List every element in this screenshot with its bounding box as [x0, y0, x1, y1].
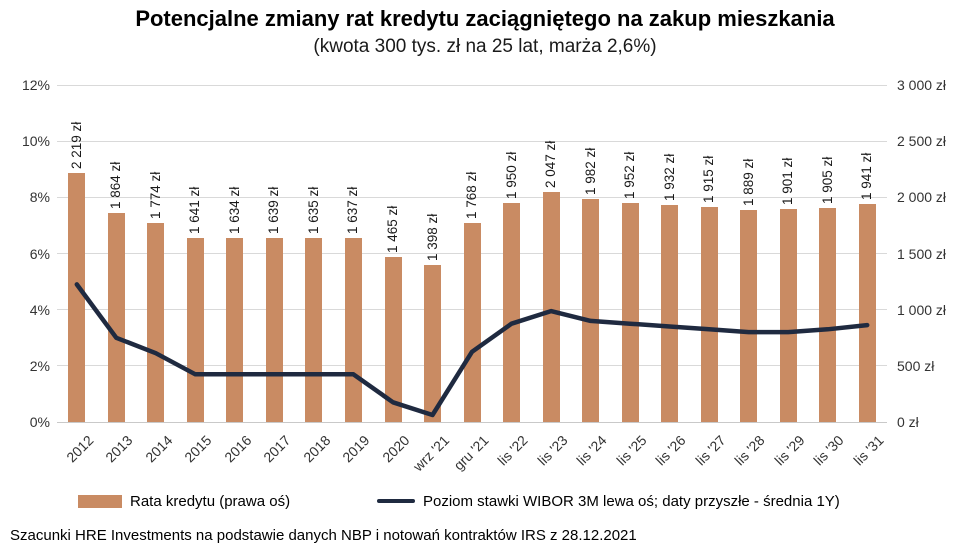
x-axis-tick: 2018 [299, 432, 334, 466]
right-axis-tick: 500 zł [897, 357, 935, 374]
x-axis-tick: lis '23 [533, 432, 571, 469]
line-swatch-icon [377, 499, 415, 503]
bar [779, 208, 797, 422]
x-axis-tick: lis '22 [494, 432, 531, 469]
right-axis-tick: 1 500 zł [897, 245, 947, 262]
bar [582, 199, 600, 422]
bar [503, 202, 520, 422]
x-axis-tick: 2016 [220, 432, 255, 466]
bar [740, 209, 758, 422]
x-axis-tick: 2014 [141, 432, 176, 466]
left-axis-tick: 0% [29, 414, 50, 430]
bar [107, 212, 125, 422]
x-axis-tick: lis '29 [771, 432, 808, 469]
left-axis-tick: 12% [21, 77, 50, 93]
x-axis-tick: 2015 [181, 432, 215, 466]
right-axis-tick: 1 000 zł [897, 301, 947, 318]
x-axis-tick: lis '30 [810, 432, 848, 469]
chart-title: Potencjalne zmiany rat kredytu zaciągnię… [135, 6, 835, 31]
bar [384, 257, 402, 422]
x-axis-tick: 2012 [62, 432, 97, 466]
legend-item-wibor: Poziom stawki WIBOR 3M lewa oś; daty prz… [377, 492, 840, 510]
right-axis-tick: 0 zł [897, 414, 919, 430]
x-axis-tick: lis '28 [731, 432, 769, 469]
bar [621, 202, 639, 422]
bar [542, 192, 560, 422]
bar [819, 208, 837, 422]
x-axis-tick: 2017 [260, 432, 294, 466]
x-axis-tick: wrz '21 [409, 432, 452, 475]
bar [68, 172, 86, 422]
x-axis-tick: 2013 [102, 432, 136, 466]
bar [661, 205, 679, 422]
right-axis-tick: 3 000 zł [897, 77, 947, 93]
left-axis-tick: 6% [29, 245, 50, 262]
gridline [57, 421, 887, 423]
x-axis-tick: lis '31 [850, 432, 887, 469]
left-axis-tick: 8% [29, 189, 50, 206]
gridline [57, 140, 887, 142]
x-axis-tick: lis '27 [692, 432, 729, 469]
bar-swatch-icon [78, 494, 122, 508]
x-axis-tick: 2020 [378, 432, 413, 466]
wibor-line [74, 282, 870, 418]
bar [424, 265, 441, 422]
x-axis-tick: gru '21 [450, 432, 492, 474]
wibor-line-path [74, 282, 870, 418]
bar [858, 204, 876, 422]
legend-item-rata: Rata kredytu (prawa oś) [78, 492, 290, 510]
right-axis-tick: 2 000 zł [897, 189, 947, 206]
legend-label-wibor: Poziom stawki WIBOR 3M lewa oś; daty prz… [423, 492, 840, 510]
x-axis-tick: lis '25 [613, 432, 650, 469]
left-axis-tick: 10% [21, 133, 50, 150]
gridline [57, 196, 887, 198]
x-axis-tick: lis '26 [652, 432, 689, 469]
chart-subtitle: (kwota 300 tys. zł na 25 lat, marża 2,6%… [313, 36, 657, 57]
right-axis-tick: 2 500 zł [897, 133, 947, 150]
left-axis-tick: 2% [29, 357, 50, 374]
x-axis-tick: lis '24 [573, 432, 610, 469]
source-note: Szacunki HRE Investments na podstawie da… [10, 527, 637, 544]
x-axis-tick: 2019 [339, 432, 373, 466]
legend-label-rata: Rata kredytu (prawa oś) [130, 492, 291, 510]
bar [147, 222, 165, 422]
left-axis-tick: 4% [29, 301, 50, 318]
bar [700, 206, 718, 422]
gridline [57, 84, 887, 86]
bar [463, 223, 481, 422]
